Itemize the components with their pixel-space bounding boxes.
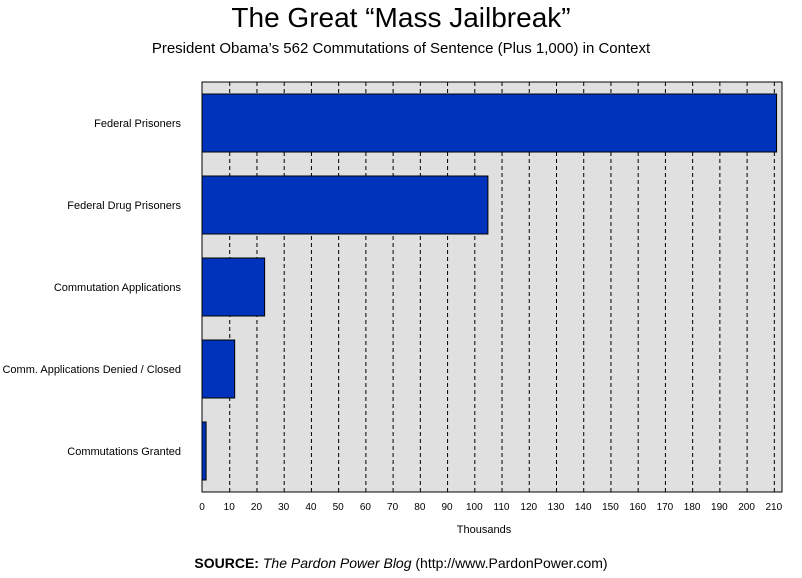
x-tick-label: 50 [333,502,345,513]
bar [201,421,207,481]
x-tick-label: 160 [629,502,646,513]
x-tick-label: 200 [738,502,755,513]
category-label: Comm. Applications Denied / Closed [2,364,181,376]
x-tick-label: 190 [711,502,728,513]
x-tick-label: 10 [224,502,236,513]
x-tick-label: 110 [494,502,510,513]
x-tick-label: 210 [765,502,782,513]
chart-title: The Great “Mass Jailbreak” [231,2,571,33]
chart-subtitle: President Obama’s 562 Commutations of Se… [151,40,651,57]
x-tick-label: 70 [387,502,399,513]
x-tick-label: 90 [442,502,454,513]
x-tick-label: 180 [684,502,701,513]
x-tick-label: 20 [251,502,263,513]
bar [201,339,236,399]
x-tick-label: 80 [414,502,426,513]
category-label: Commutations Granted [67,446,181,458]
category-label: Federal Prisoners [94,118,181,130]
x-tick-label: 30 [278,502,290,513]
x-axis-label: Thousands [457,524,512,536]
x-tick-label: 150 [602,502,619,513]
x-tick-label: 170 [657,502,674,513]
category-label: Federal Drug Prisoners [67,200,181,212]
bar [201,93,778,153]
category-label: Commutation Applications [54,282,182,294]
plot-border [201,81,783,493]
source-url: (http://www.PardonPower.com) [415,555,608,571]
bar [201,175,489,235]
x-tick-label: 120 [520,502,537,513]
x-tick-label: 140 [575,502,592,513]
source-name: The Pardon Power Blog [262,555,412,571]
x-tick-label: 130 [548,502,565,513]
x-tick-label: 60 [360,502,372,513]
x-tick-label: 0 [199,502,205,513]
x-tick-label: 40 [305,502,317,513]
x-tick-label: 100 [466,502,483,513]
source-label: SOURCE: [194,555,259,571]
bar [201,257,266,317]
source-note: SOURCE: The Pardon Power Blog (http://ww… [0,555,802,571]
